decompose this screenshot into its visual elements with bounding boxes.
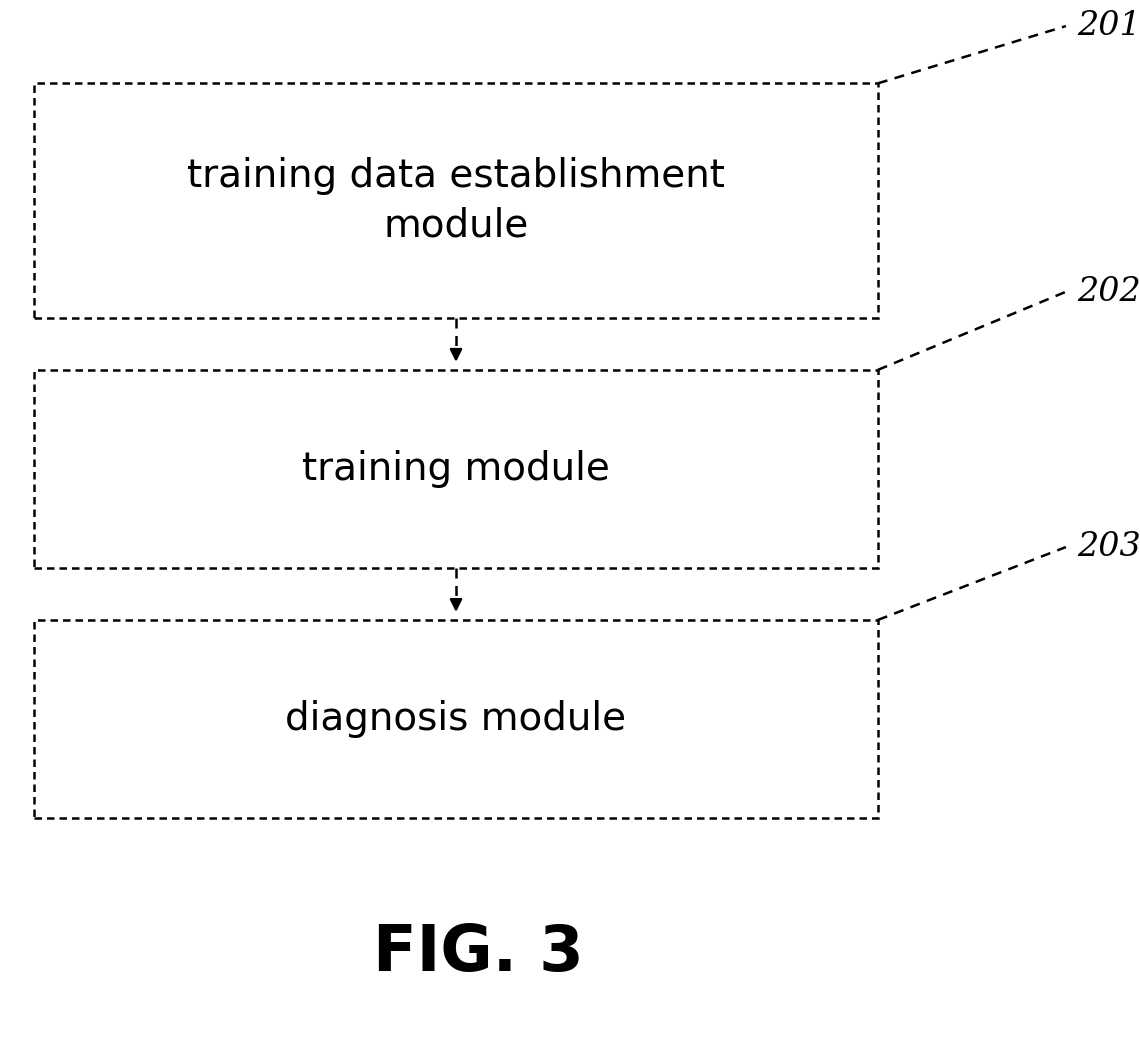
Text: 203: 203 <box>1077 531 1140 563</box>
Text: training module: training module <box>302 450 610 488</box>
Text: FIG. 3: FIG. 3 <box>374 922 584 985</box>
Bar <box>34 370 878 568</box>
Bar <box>34 620 878 818</box>
Text: 202: 202 <box>1077 276 1140 307</box>
Text: diagnosis module: diagnosis module <box>285 700 627 738</box>
Text: training data establishment
module: training data establishment module <box>187 156 725 245</box>
Bar <box>34 83 878 318</box>
Text: 201: 201 <box>1077 10 1140 42</box>
